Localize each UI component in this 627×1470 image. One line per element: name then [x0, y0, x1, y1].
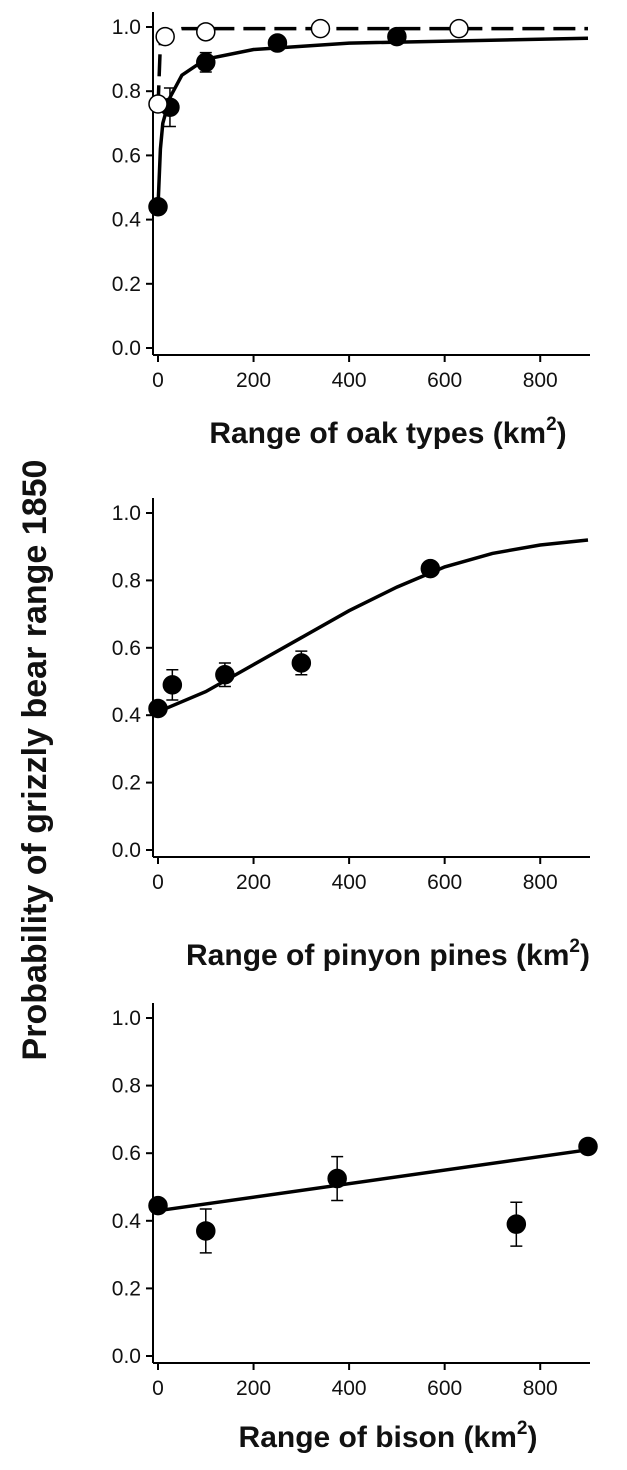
y-tick-label: 0.8 — [112, 80, 141, 103]
x-axis-label-part: 2 — [546, 414, 557, 435]
x-tick-label: 0 — [152, 369, 164, 392]
data-point — [196, 52, 216, 73]
x-axis-label-part: ) — [527, 1421, 537, 1454]
x-tick-label: 400 — [332, 1377, 367, 1400]
data-point — [267, 33, 288, 53]
x-tick-label: 400 — [332, 369, 367, 392]
x-axis-label-part: Range of oak types (km — [209, 417, 546, 450]
fit-curve — [157, 1148, 589, 1213]
x-axis-label-part: ) — [557, 417, 567, 450]
y-tick-label: 1.0 — [112, 502, 141, 525]
y-tick-label: 0.0 — [112, 337, 141, 360]
data-point — [162, 675, 183, 695]
y-tick-label: 0.8 — [112, 569, 141, 592]
x-tick-label: 600 — [427, 871, 462, 894]
x-axis-label: Range of oak types (km2) — [209, 414, 566, 450]
data-point — [420, 558, 441, 579]
y-tick-label: 0.2 — [112, 1277, 141, 1300]
data-point — [148, 698, 168, 719]
data-point — [148, 1195, 168, 1216]
y-tick-label: 0.0 — [112, 839, 141, 862]
y-tick-label: 0.2 — [112, 772, 141, 795]
y-tick-label: 0.2 — [112, 273, 141, 296]
x-tick-label: 0 — [152, 1377, 164, 1400]
x-tick-label: 800 — [523, 1377, 558, 1400]
data-point — [148, 94, 168, 114]
x-axis-label: Range of pinyon pines (km2) — [186, 936, 590, 972]
x-tick-label: 800 — [523, 871, 558, 894]
x-axis-label-part: ) — [580, 939, 590, 972]
data-point — [327, 1168, 347, 1189]
fit-curve — [156, 36, 589, 207]
x-axis-label-part: 2 — [569, 936, 580, 957]
y-tick-label: 0.4 — [112, 1210, 142, 1233]
data-point — [215, 665, 235, 685]
data-point — [449, 18, 469, 39]
data-point — [196, 22, 216, 42]
x-tick-label: 600 — [427, 369, 462, 392]
data-point — [310, 18, 331, 39]
x-tick-label: 200 — [236, 871, 271, 894]
x-axis-label-part: Range of bison (km — [239, 1421, 517, 1454]
y-tick-label: 0.6 — [112, 637, 141, 660]
data-point — [506, 1214, 527, 1234]
x-tick-label: 200 — [236, 1377, 271, 1400]
y-tick-label: 1.0 — [112, 16, 141, 39]
x-axis-label: Range of bison (km2) — [239, 1418, 538, 1454]
x-tick-label: 200 — [236, 369, 271, 392]
y-tick-label: 0.6 — [112, 144, 141, 167]
y-tick-label: 0.8 — [112, 1075, 141, 1098]
y-tick-label: 0.4 — [112, 704, 142, 727]
data-point — [578, 1136, 598, 1157]
x-tick-label: 400 — [332, 871, 367, 894]
x-tick-label: 600 — [427, 1377, 462, 1400]
data-point — [387, 26, 407, 47]
y-tick-label: 0.0 — [112, 1345, 141, 1368]
x-axis-label-part: 2 — [517, 1418, 528, 1439]
y-tick-label: 0.6 — [112, 1142, 141, 1165]
y-tick-label: 0.4 — [112, 209, 142, 232]
data-point — [291, 653, 312, 673]
data-point — [155, 26, 175, 47]
y-axis-label: Probability of grizzly bear range 1850 — [16, 460, 54, 1061]
x-axis-label-part: Range of pinyon pines (km — [186, 939, 569, 972]
data-point — [196, 1221, 216, 1241]
y-tick-label: 1.0 — [112, 1007, 141, 1030]
x-tick-label: 0 — [152, 871, 164, 894]
data-point — [148, 197, 168, 217]
x-tick-label: 800 — [523, 369, 558, 392]
